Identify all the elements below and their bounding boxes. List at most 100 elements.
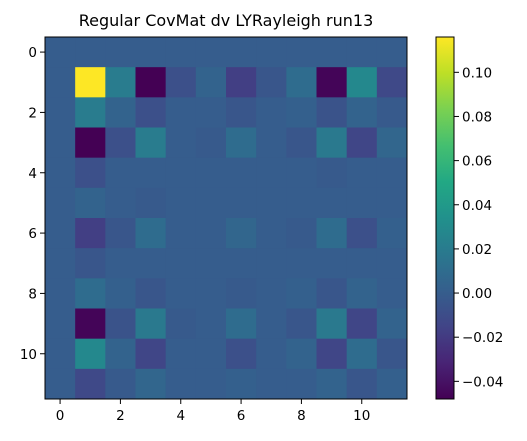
heatmap-cell [256, 157, 287, 189]
heatmap-cell [376, 308, 408, 340]
heatmap-cell [75, 308, 106, 340]
heatmap-cell [226, 248, 257, 279]
x-tick-label: 6 [237, 408, 246, 424]
x-tick-label: 0 [56, 408, 65, 424]
x-tick-label: 4 [176, 408, 185, 424]
heatmap-cell [286, 97, 317, 128]
heatmap-cell [286, 308, 317, 340]
heatmap-cell [346, 127, 378, 159]
heatmap-cell [286, 187, 317, 219]
heatmap-cell [45, 368, 76, 400]
heatmap-cell [376, 278, 408, 309]
heatmap-cell [316, 67, 348, 98]
x-tick-label: 2 [116, 408, 125, 424]
heatmap-cell [256, 248, 287, 279]
heatmap-cell [195, 187, 227, 219]
heatmap-cell [226, 67, 257, 98]
y-tick-label: 4 [28, 166, 37, 182]
heatmap-cell [105, 37, 136, 68]
heatmap-cell [286, 127, 317, 159]
heatmap-cell [75, 187, 106, 219]
y-tick-label: 8 [28, 286, 37, 302]
heatmap-cell [195, 157, 227, 189]
heatmap-cell [75, 97, 106, 128]
heatmap-cell [256, 67, 287, 98]
heatmap-cell [165, 338, 197, 370]
heatmap-cell [105, 218, 136, 249]
heatmap-cell [346, 157, 378, 189]
colorbar-tick-label: 0.06 [462, 154, 492, 170]
heatmap-cell [316, 37, 348, 68]
heatmap-cell [165, 187, 197, 219]
heatmap-cell [286, 278, 317, 309]
heatmap-cell [226, 187, 257, 219]
heatmap-cell [75, 67, 106, 98]
heatmap-cell [256, 97, 287, 128]
heatmap-cell [105, 248, 136, 279]
heatmap-cell [45, 127, 76, 159]
heatmap-cell [135, 97, 167, 128]
heatmap-cell [105, 157, 136, 189]
heatmap-cell [256, 187, 287, 219]
heatmap-cell [45, 67, 76, 98]
heatmap-cell [135, 278, 167, 309]
heatmap-cell [195, 67, 227, 98]
colorbar-tick-label: 0.04 [462, 198, 492, 214]
heatmap-cell [165, 97, 197, 128]
heatmap-cell [135, 338, 167, 370]
heatmap-cell [256, 338, 287, 370]
x-tick-label: 8 [297, 408, 306, 424]
heatmap-cell [165, 368, 197, 400]
heatmap-cell [105, 97, 136, 128]
heatmap-cell [45, 37, 76, 68]
heatmap-cell [135, 368, 167, 400]
heatmap-cell [226, 218, 257, 249]
y-tick-label: 6 [28, 226, 37, 242]
heatmap-cell [346, 278, 378, 309]
heatmap-cell [316, 278, 348, 309]
heatmap-cell [105, 338, 136, 370]
heatmap-cell [286, 157, 317, 189]
heatmap-cell [316, 308, 348, 340]
heatmap-cell [316, 218, 348, 249]
heatmap-cell [75, 278, 106, 309]
heatmap-cell [105, 67, 136, 98]
heatmap-cell [316, 338, 348, 370]
heatmap-cell [195, 308, 227, 340]
heatmap-cell [195, 37, 227, 68]
heatmap-cell [256, 127, 287, 159]
x-axis: 0 2 4 6 8 10 [56, 399, 370, 424]
plot-frame [44, 36, 408, 400]
colorbar-tick-label: 0.10 [462, 65, 492, 81]
heatmap-cell [316, 248, 348, 279]
heatmap-cell [75, 218, 106, 249]
heatmap-cell [165, 37, 197, 68]
heatmap-cell [45, 248, 76, 279]
heatmap-cell [105, 368, 136, 400]
heatmap-cell [135, 218, 167, 249]
heatmap-cell [75, 368, 106, 400]
heatmap-cells [45, 37, 408, 400]
heatmap-cell [376, 157, 408, 189]
heatmap-cell [195, 97, 227, 128]
heatmap-cell [346, 338, 378, 370]
heatmap-cell [376, 368, 408, 400]
colorbar-tick-label: 0.08 [462, 109, 492, 125]
heatmap-cell [256, 308, 287, 340]
heatmap-cell [256, 368, 287, 400]
colorbar [435, 36, 455, 400]
heatmap-cell [165, 218, 197, 249]
heatmap-cell [75, 157, 106, 189]
heatmap-cell [256, 278, 287, 309]
colorbar-tick-label: 0.00 [462, 286, 492, 302]
heatmap-cell [135, 37, 167, 68]
heatmap-cell [75, 248, 106, 279]
heatmap-cell [195, 368, 227, 400]
heatmap-cell [226, 368, 257, 400]
heatmap-cell [316, 127, 348, 159]
heatmap-cell [226, 97, 257, 128]
heatmap-cell [135, 248, 167, 279]
heatmap-cell [45, 308, 76, 340]
heatmap-cell [226, 338, 257, 370]
